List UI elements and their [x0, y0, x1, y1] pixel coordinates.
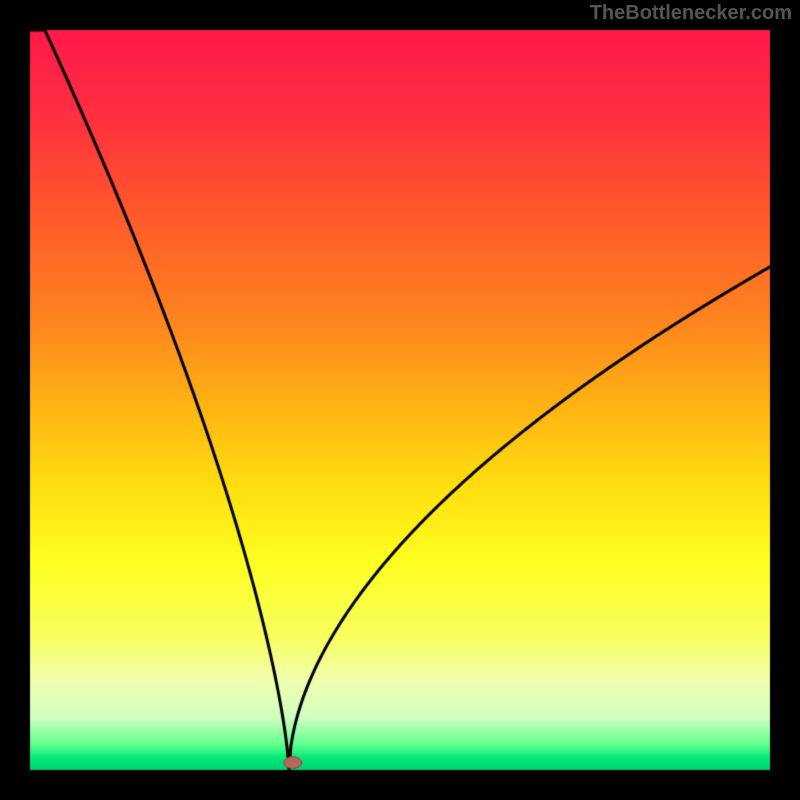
watermark-text: TheBottlenecker.com [590, 2, 792, 25]
bottleneck-chart-canvas [0, 0, 800, 800]
chart-container: TheBottlenecker.com [0, 0, 800, 800]
